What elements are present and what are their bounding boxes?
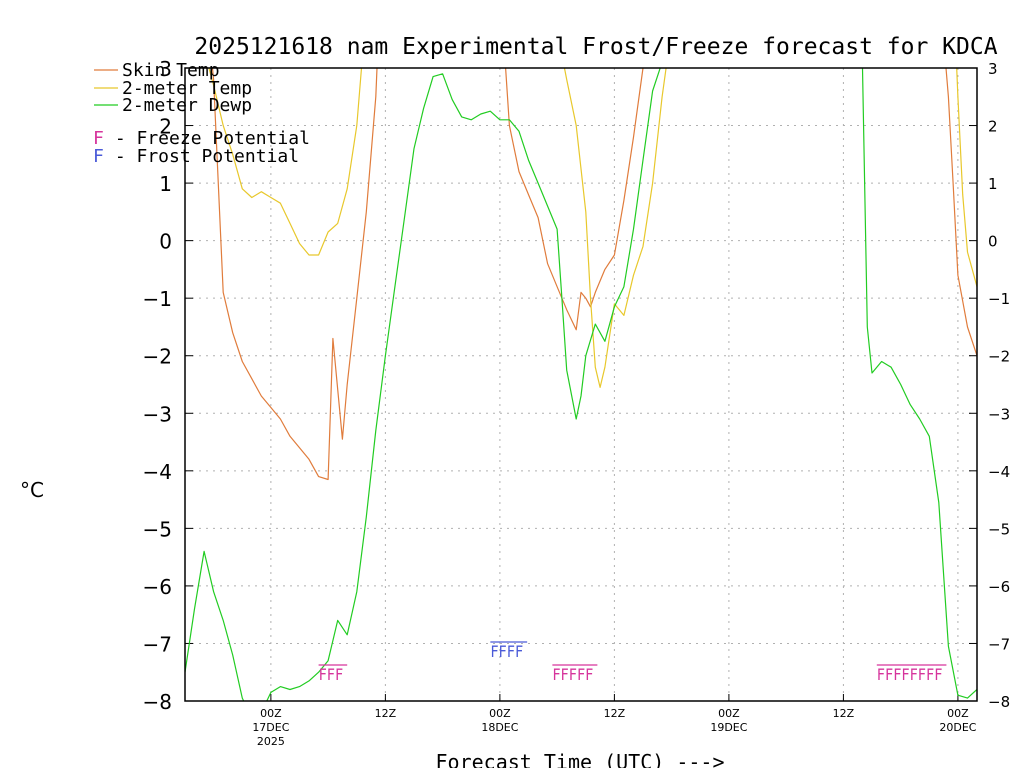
y-tick-label-right: −7 xyxy=(988,635,1010,653)
legend-label-2m-dewp: 2-meter Dewp xyxy=(122,95,252,116)
y-tick-label-right: 2 xyxy=(988,118,998,136)
y-tick-label-right: −4 xyxy=(988,463,1010,481)
series-skin-temp xyxy=(211,68,977,481)
marker-text-freeze: FFFFF xyxy=(552,665,593,684)
x-tick-label: 12Z xyxy=(375,707,397,720)
x-tick-date: 18DEC xyxy=(481,721,518,734)
y-tick-label-right: −1 xyxy=(988,290,1010,308)
x-tick-label: 12Z xyxy=(604,707,626,720)
chart-title: 2025121618 nam Experimental Frost/Freeze… xyxy=(194,34,997,60)
y-tick-label-left: 0 xyxy=(159,230,172,254)
y-tick-label-right: −2 xyxy=(988,348,1010,366)
y-axis-label: °C xyxy=(20,478,44,502)
x-tick-date: 19DEC xyxy=(710,721,747,734)
y-tick-label-left: −8 xyxy=(143,690,172,714)
legend-label-2m-temp: 2-meter Temp xyxy=(122,78,252,99)
y-tick-label-left: −4 xyxy=(143,460,172,484)
y-tick-label-right: −3 xyxy=(988,405,1010,423)
marker-text-frost: FFFF xyxy=(490,642,523,661)
y-tick-label-left: −7 xyxy=(143,632,172,656)
x-tick-label: 00Z xyxy=(947,707,969,720)
y-tick-label-left: −2 xyxy=(143,345,172,369)
y-tick-label-right: 0 xyxy=(988,233,998,251)
y-tick-label-right: −6 xyxy=(988,578,1010,596)
series-2-meter-temp xyxy=(208,68,977,388)
legend-frost-letter: F xyxy=(93,146,104,167)
y-tick-label-left: 2 xyxy=(159,115,172,139)
series-lines xyxy=(185,68,977,701)
legend-freeze-label: - Freeze Potential xyxy=(104,128,310,149)
x-axis-label: Forecast Time (UTC) ---> xyxy=(436,750,725,768)
x-tick-label: 12Z xyxy=(833,707,855,720)
y-tick-label-left: 1 xyxy=(159,172,172,196)
marker-text-freeze: FFFFFFFF xyxy=(877,665,943,684)
grid-lines xyxy=(185,68,977,701)
axis-tick-labels: −8 −8 −7 −7 −6 −6 −5 −5 −4 −4 −3 −3 −2 −2 −1 −1 0 0 1 1 2 2 3 3… xyxy=(143,57,1011,748)
x-tick-label: 00Z xyxy=(260,707,282,720)
marker-text-freeze: FFF xyxy=(319,665,344,684)
y-tick-label-right: −8 xyxy=(988,693,1010,711)
x-tick-year: 2025 xyxy=(257,735,285,748)
legend-label-skin-temp: Skin Temp xyxy=(122,60,220,81)
series-2-meter-dewp xyxy=(185,68,977,701)
legend-frost-label: - Frost Potential xyxy=(104,146,299,167)
y-tick-label-left: −3 xyxy=(143,402,172,426)
y-tick-label-right: −5 xyxy=(988,520,1010,538)
x-tick-date: 17DEC xyxy=(252,721,289,734)
x-tick-label: 00Z xyxy=(489,707,511,720)
y-tick-label-right: 1 xyxy=(988,175,998,193)
legend: Skin Temp 2-meter Temp 2-meter Dewp F - … xyxy=(93,60,310,167)
y-tick-label-left: −1 xyxy=(143,287,172,311)
x-tick-label: 00Z xyxy=(718,707,740,720)
legend-freeze-letter: F xyxy=(93,128,104,149)
y-tick-label-left: −6 xyxy=(143,575,172,599)
y-tick-label-left: 3 xyxy=(159,57,172,81)
x-tick-date: 20DEC xyxy=(939,721,976,734)
plot-frame xyxy=(184,67,978,702)
y-tick-label-left: −5 xyxy=(143,517,172,541)
y-tick-label-right: 3 xyxy=(988,60,998,78)
